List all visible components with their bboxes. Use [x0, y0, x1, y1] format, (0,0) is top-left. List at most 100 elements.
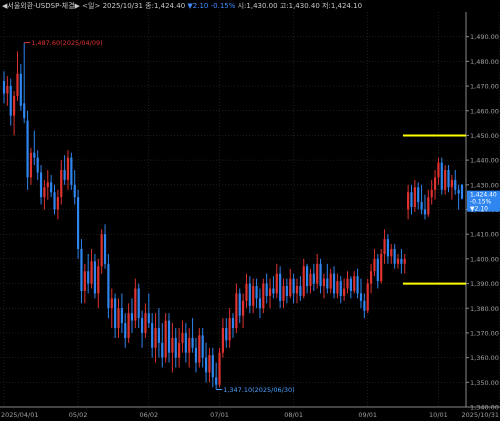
candle-body: [151, 323, 154, 348]
candle-body: [56, 197, 59, 210]
candle-body: [23, 103, 26, 119]
candle-body: [181, 332, 184, 343]
last-price-tag-text: 1,424.40: [470, 192, 497, 199]
y-tick-label: 1,400.00: [470, 255, 499, 263]
candle-body: [427, 197, 430, 215]
x-tick-label: 2025/04/01: [1, 411, 38, 419]
candle-body: [90, 261, 93, 284]
candle-body: [36, 157, 39, 173]
candle-body: [26, 120, 29, 178]
candle-body: [80, 249, 83, 291]
candle-body: [312, 273, 315, 284]
candle-body: [218, 352, 221, 385]
x-tick-label: 07/01: [210, 411, 229, 419]
candle-body: [450, 179, 453, 188]
candle-body: [63, 170, 66, 180]
candle-body: [380, 253, 383, 282]
candle-body: [454, 179, 457, 190]
last-price-tag-text: ▼2.10: [470, 206, 488, 213]
candle-body: [376, 258, 379, 282]
candle-body: [215, 377, 218, 385]
candle-body: [154, 328, 157, 348]
price-change-pct: -0.15%: [210, 2, 236, 10]
candle-body: [316, 263, 319, 284]
candle-body: [33, 152, 36, 158]
candle-body: [245, 283, 248, 301]
candle-body: [322, 278, 326, 287]
candle-body: [255, 286, 258, 299]
candle-body: [2, 81, 6, 94]
candle-body: [430, 189, 433, 198]
candle-body: [363, 300, 366, 311]
candle-body: [164, 320, 167, 358]
candle-body: [174, 337, 177, 358]
x-tick-label: 06/02: [139, 411, 158, 419]
candle-body: [178, 342, 181, 358]
candle-body: [396, 258, 400, 264]
candle-body: [356, 276, 359, 294]
candle-body: [299, 286, 302, 296]
candle-body: [43, 187, 46, 198]
candle-body: [50, 182, 53, 193]
chart-header: ◀서울외환-USDSP-체결▶ <일> 2025/10/31 종:1,424.4…: [2, 0, 362, 12]
candle-body: [258, 298, 262, 309]
y-tick-label: 1,370.00: [470, 329, 499, 337]
candle-body: [417, 187, 420, 203]
candle-body: [339, 281, 342, 296]
last-price-tag: [467, 190, 500, 212]
y-tick-label: 1,430.00: [470, 181, 499, 189]
candle-body: [19, 73, 22, 106]
y-tick-label: 1,440.00: [470, 157, 499, 165]
candle-body: [289, 278, 292, 296]
candle-body: [292, 278, 295, 294]
candle-body: [407, 192, 410, 210]
candle-body: [120, 308, 123, 324]
last-price-tag-text: -0.15%: [470, 199, 492, 206]
candle-body: [336, 281, 339, 294]
candle-body: [29, 152, 33, 178]
low-price: 저:1,424.10: [322, 2, 363, 10]
candle-body: [326, 278, 329, 289]
candle-body: [161, 342, 164, 358]
candle-body: [295, 286, 299, 294]
candle-body: [211, 355, 214, 378]
candle-body: [423, 209, 427, 215]
candle-body: [309, 273, 312, 287]
candle-body: [346, 278, 349, 289]
chart-period: <일>: [82, 2, 101, 10]
candle-body: [349, 278, 352, 291]
candle-body: [184, 332, 187, 353]
candle-body: [39, 172, 43, 198]
annotation-label: 1,487.60(2025/04/09): [31, 39, 102, 47]
symbol-name: ◀서울외환-USDSP-체결▶: [2, 2, 80, 10]
y-tick-label: 1,340.00: [470, 404, 499, 412]
candle-body: [329, 273, 332, 289]
y-tick-label: 1,390.00: [470, 280, 499, 288]
candle-body: [137, 288, 140, 319]
high-price: 고:1,430.40: [279, 2, 320, 10]
y-tick-label: 1,460.00: [470, 107, 499, 115]
candle-body: [383, 239, 386, 254]
y-tick-label: 1,350.00: [470, 379, 499, 387]
candle-body: [144, 313, 147, 333]
candle-body: [110, 298, 113, 309]
candle-body: [225, 328, 228, 341]
candle-body: [319, 263, 322, 287]
candle-body: [140, 318, 144, 333]
candle-body: [369, 271, 373, 284]
candle-body: [157, 328, 161, 343]
candle-body: [66, 157, 70, 180]
y-tick-label: 1,470.00: [470, 83, 499, 91]
candle-body: [272, 288, 275, 294]
candle-body: [420, 202, 423, 210]
candle-body: [103, 234, 107, 264]
candle-body: [366, 283, 369, 311]
candle-body: [73, 184, 76, 198]
candle-body: [433, 177, 437, 190]
x-tick-label: 10/01: [429, 411, 448, 419]
y-tick-label: 1,450.00: [470, 132, 499, 140]
candle-body: [228, 318, 231, 341]
candle-body: [134, 288, 137, 321]
